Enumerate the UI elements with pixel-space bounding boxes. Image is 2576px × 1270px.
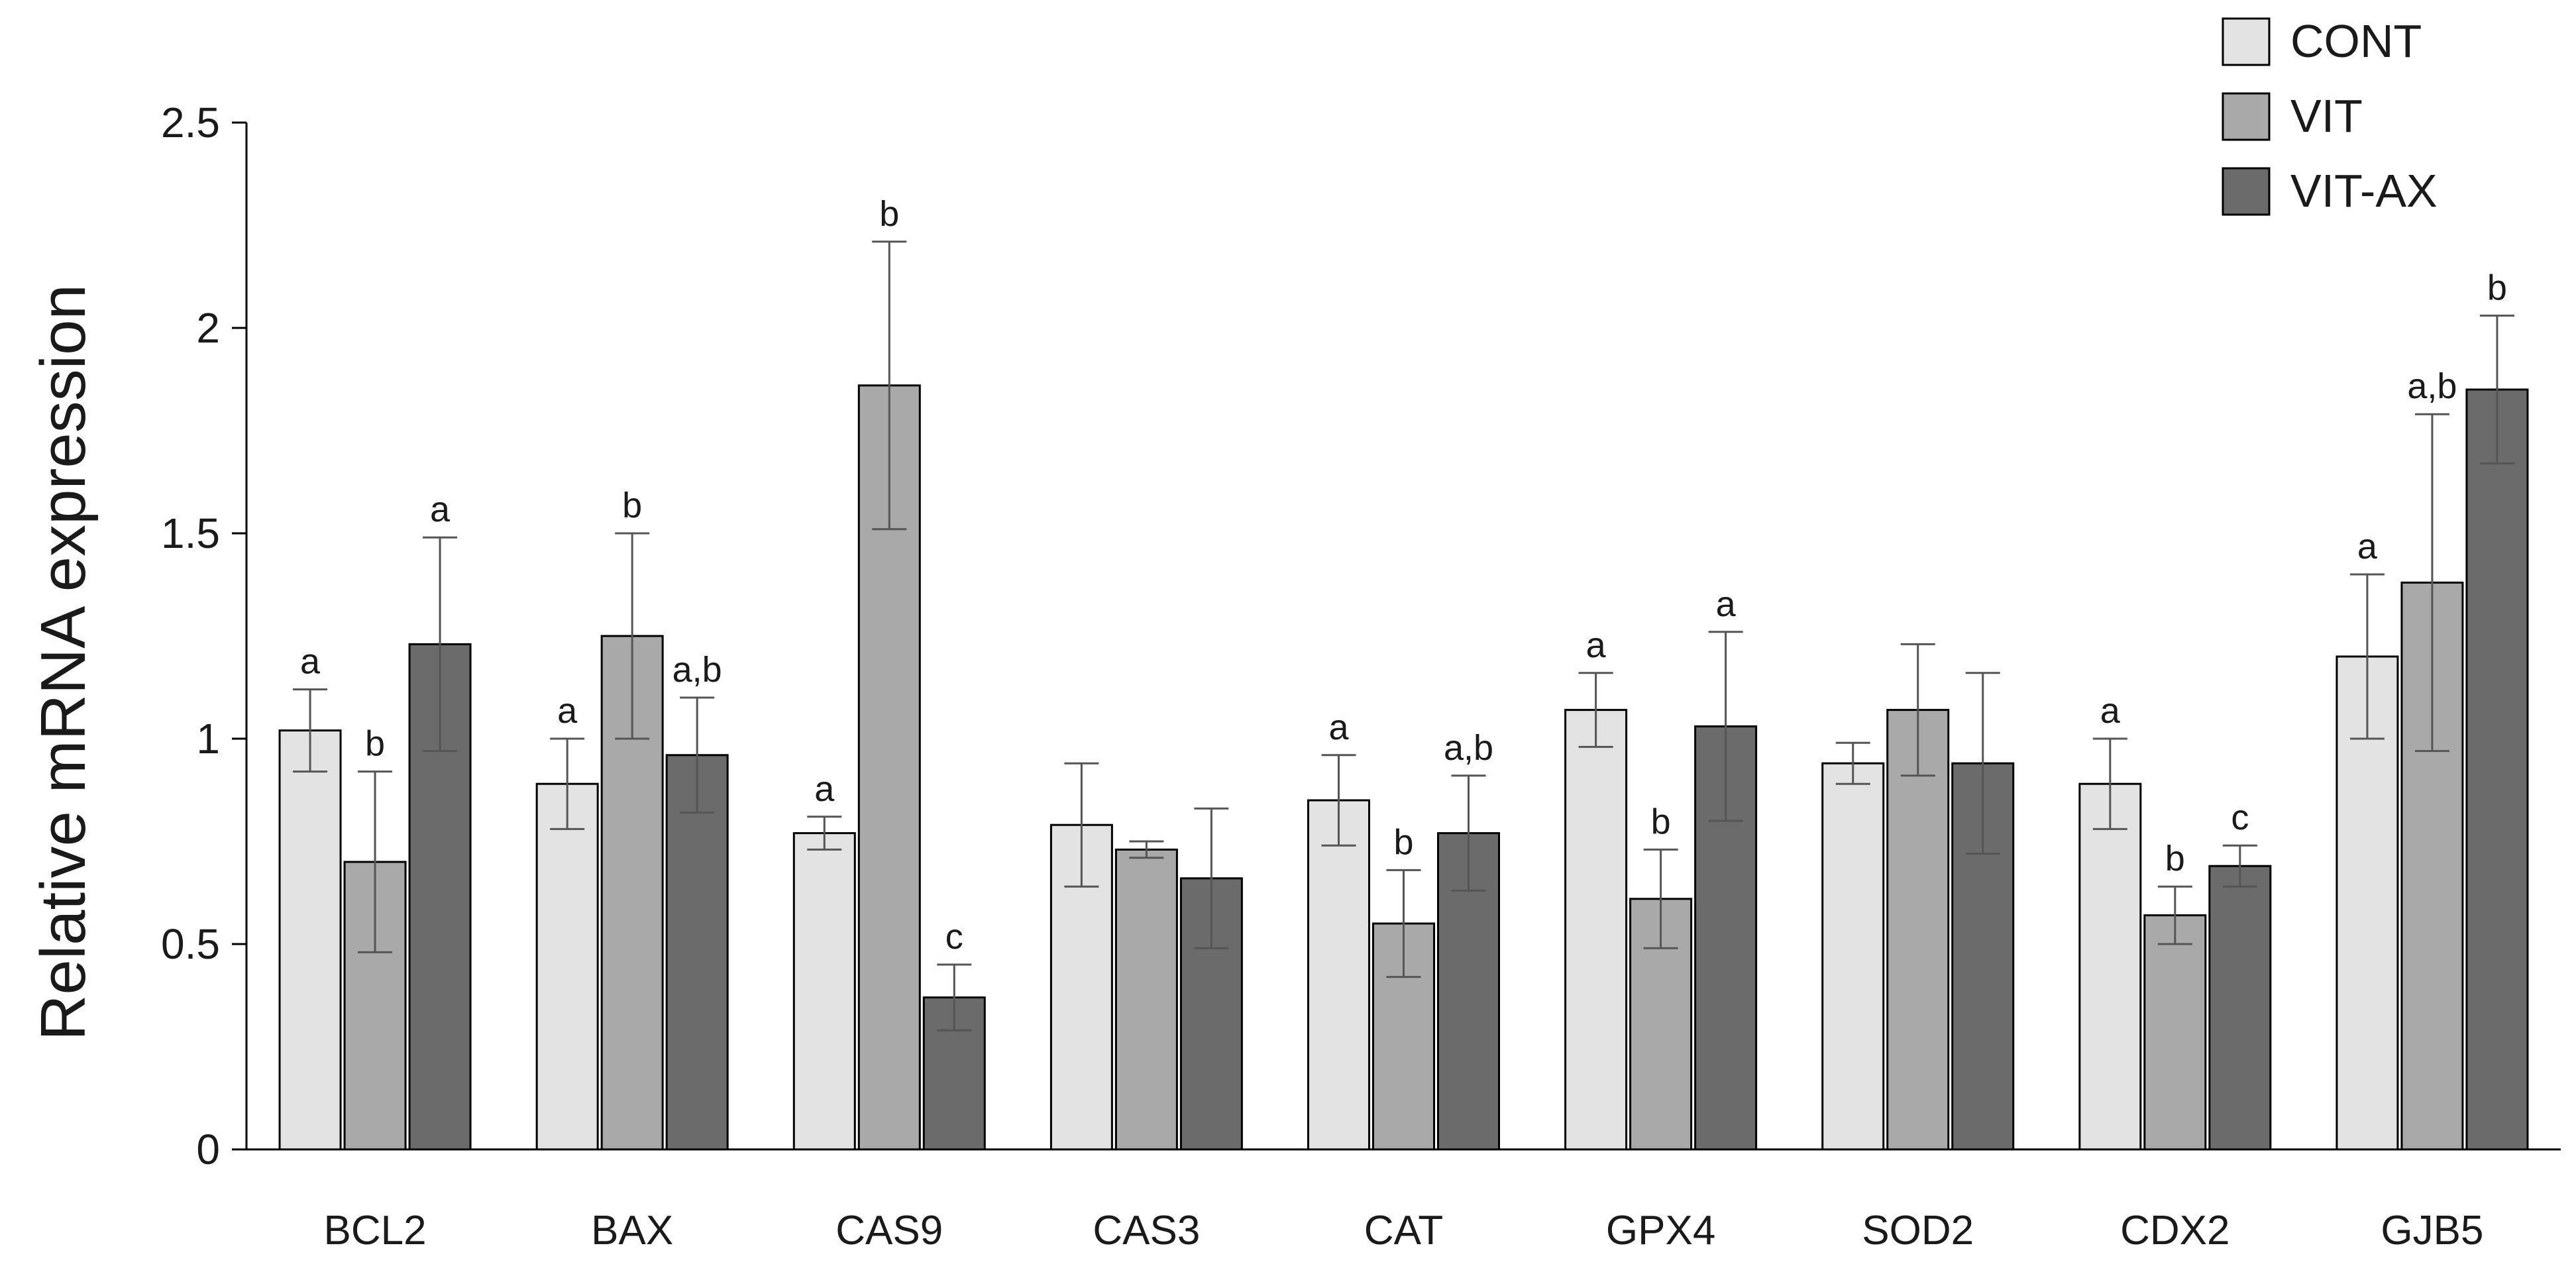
significance-label: b (622, 486, 642, 525)
x-tick-label-gjb5: GJB5 (2381, 1208, 2483, 1253)
y-tick-label: 1.5 (161, 509, 220, 557)
bar-cas9-cont (792, 832, 856, 1151)
significance-label: b (2165, 839, 2185, 878)
x-tick-label-gpx4: GPX4 (1606, 1208, 1715, 1253)
significance-label: a (1328, 708, 1349, 747)
bar-bax-vit-ax (665, 754, 729, 1151)
significance-label: a,b (1444, 728, 1493, 768)
bar-cas3-vit (1114, 848, 1178, 1151)
x-tick-label-bax: BAX (591, 1208, 673, 1253)
significance-label: c (945, 917, 963, 957)
significance-label: b (879, 194, 899, 234)
significance-label: a (557, 691, 578, 731)
legend-label-vit: VIT (2290, 90, 2363, 142)
significance-label: b (365, 724, 385, 764)
y-tick-label: 1 (196, 715, 220, 763)
bar-bcl2-cont (278, 729, 342, 1151)
legend-swatch-cont (2222, 17, 2271, 66)
error-bars-layer (293, 240, 2514, 1032)
legend-swatch-vit (2222, 92, 2271, 141)
bar-sod2-cont (1821, 762, 1885, 1151)
y-tick-label: 0.5 (161, 920, 220, 968)
y-axis-label: Relative mRNA expression (28, 284, 99, 1041)
significance-label: a,b (672, 650, 722, 690)
significance-labels-layer: a b a a b a,b a b c a b a,b a b a a b c a a,b b (300, 194, 2507, 957)
significance-label: a (2100, 691, 2121, 731)
bar-sod2-vit (1886, 709, 1950, 1151)
bar-cdx2-vit (2143, 914, 2207, 1151)
bar-gjb5-vit-ax (2465, 388, 2529, 1151)
y-tick-label: 0 (196, 1126, 220, 1173)
category-labels-layer: BCL2 BAX CAS9 CAS3 CAT GPX4 SOD2 CDX2 GJB5 (324, 1208, 2484, 1253)
significance-label: b (1651, 802, 1671, 841)
significance-label: a,b (2407, 366, 2457, 406)
y-ticks-layer: 0 0.5 1 1.5 2 2.5 (161, 99, 246, 1173)
significance-label: a (430, 490, 451, 529)
legend: CONT VIT VIT-AX (2222, 15, 2438, 217)
bar-bax-cont (535, 782, 599, 1151)
y-tick-label: 2 (196, 304, 220, 352)
bar-cdx2-vit-ax (2208, 865, 2272, 1151)
significance-label: b (1393, 822, 1413, 862)
significance-label: a (300, 642, 321, 682)
x-tick-label-cat: CAT (1364, 1208, 1443, 1253)
x-tick-label-cas3: CAS3 (1093, 1208, 1200, 1253)
x-tick-label-bcl2: BCL2 (324, 1208, 427, 1253)
significance-label: a (2357, 527, 2378, 566)
bar-cdx2-cont (2078, 782, 2142, 1151)
significance-label: a (814, 769, 835, 809)
x-tick-label-cdx2: CDX2 (2120, 1208, 2229, 1253)
significance-label: c (2231, 798, 2249, 837)
bars-layer (278, 384, 2529, 1151)
bar-gpx4-cont (1564, 709, 1628, 1151)
x-tick-label-sod2: SOD2 (1862, 1208, 1974, 1253)
bar-cat-cont (1307, 799, 1370, 1151)
y-tick-label: 2.5 (161, 99, 220, 146)
significance-label: a (1586, 625, 1607, 665)
bar-cas9-vit (857, 384, 921, 1151)
legend-label-cont: CONT (2290, 15, 2422, 67)
x-tick-label-cas9: CAS9 (835, 1208, 943, 1253)
significance-label: b (2487, 268, 2507, 307)
legend-swatch-vit-ax (2222, 167, 2271, 216)
significance-label: a (1716, 584, 1737, 624)
axes-layer (245, 123, 2561, 1151)
legend-label-vit-ax: VIT-AX (2290, 165, 2438, 217)
